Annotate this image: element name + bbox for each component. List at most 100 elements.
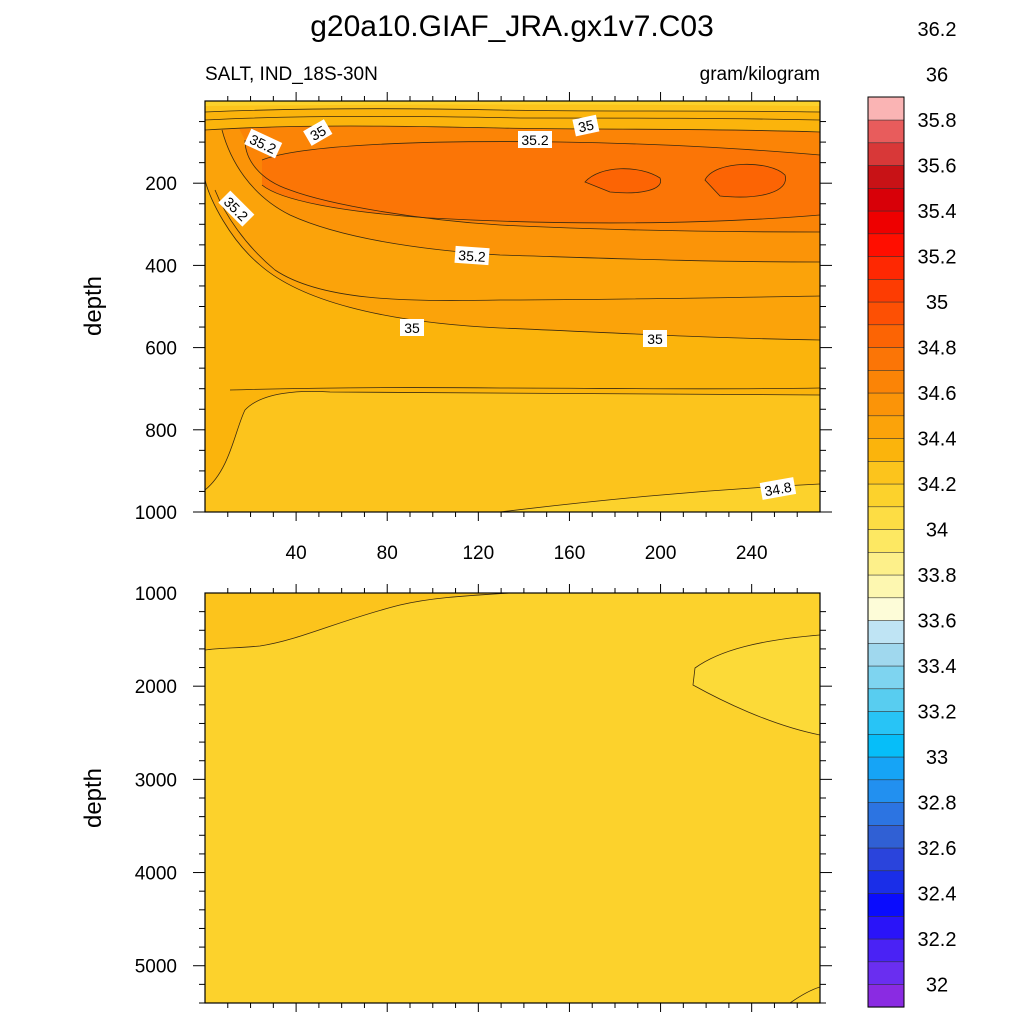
colorbar-swatch [867,278,905,303]
contour-label: 35.2 [454,245,490,266]
colorbar-swatch [867,710,905,735]
colorbar-label: 34.8 [918,337,957,359]
colorbar-swatch [867,437,905,462]
svg-text:35: 35 [307,122,329,144]
upper-contour-lines [205,108,820,512]
y-tick-label: 200 [145,174,177,195]
colorbar-swatch [867,619,905,644]
colorbar-label: 32 [926,974,948,996]
y-tick-label: 3000 [135,770,177,791]
colorbar-swatch [867,801,905,826]
colorbar-swatch [867,392,905,417]
colorbar: 32 32.2 32.4 32.6 32.8 33 33.2 33.4 33.6 33.8 34 34… [867,19,957,1008]
colorbar-label: 36.2 [918,19,957,41]
contour-label: 35 [303,119,333,146]
y-tick-label: 1000 [135,503,177,524]
svg-text:35: 35 [404,320,420,336]
colorbar-label: 32.6 [918,838,957,860]
x-tick-label: 120 [462,543,494,564]
x-tick-label: 80 [377,543,398,564]
colorbar-swatch [867,915,905,940]
colorbar-label: 32.8 [918,792,957,814]
colorbar-swatch [867,733,905,758]
colorbar-swatch [867,460,905,485]
colorbar-frame [867,96,905,1008]
colorbar-swatch [867,187,905,212]
colorbar-label: 35.4 [918,201,957,223]
colorbar-swatch [867,961,905,985]
lower-panel: 1000 2000 3000 4000 5000 [135,584,832,1012]
colorbar-swatch [867,301,905,326]
colorbar-swatch [867,597,905,621]
colorbar-swatch [867,983,905,1008]
x-tick-label: 40 [286,543,307,564]
svg-text:34.8: 34.8 [763,479,793,500]
colorbar-label: 34 [926,519,948,541]
svg-text:35: 35 [577,117,596,136]
colorbar-label: 36 [926,64,948,86]
y-tick-label: 600 [145,339,177,360]
x-tick-label: 160 [554,543,586,564]
svg-text:35.2: 35.2 [521,132,548,148]
colorbar-label: 33.4 [918,656,957,678]
lower-contour-fill [205,593,820,1003]
units-label: gram/kilogram [700,64,820,85]
colorbar-swatch [867,528,905,553]
colorbar-label: 33.6 [918,610,957,632]
colorbar-label: 35 [926,292,948,314]
lower-axes: 1000 2000 3000 4000 5000 [135,584,832,1012]
colorbar-swatch [867,779,905,803]
chart-title: g20a10.GIAF_JRA.gx1v7.C03 [310,10,714,43]
lower-y-axis-label: depth [80,768,107,828]
contour-label: 35 [572,114,600,137]
colorbar-swatch [867,369,905,394]
colorbar-swatch [867,119,905,144]
colorbar-swatch [867,233,905,257]
colorbar-swatch [867,210,905,235]
colorbar-swatch [867,756,905,781]
colorbar-label: 32.4 [918,883,957,905]
colorbar-label: 34.6 [918,383,957,405]
colorbar-label: 33.8 [918,565,957,587]
contour-label: 35.2 [518,131,552,148]
colorbar-label: 34.2 [918,474,957,496]
colorbar-swatch [867,688,905,712]
y-tick-label: 1000 [135,584,177,605]
contour-label: 35 [400,319,424,336]
upper-axes: 40 80 120 160 200 240 200 400 600 800 1000 [135,92,832,564]
colorbar-label: 33.2 [918,701,957,723]
upper-contour-fill [205,101,820,512]
colorbar-swatch [867,415,905,439]
colorbar-label: 35.6 [918,155,957,177]
svg-text:35.2: 35.2 [458,247,487,265]
colorbar-swatch [867,642,905,667]
colorbar-swatch [867,142,905,166]
y-tick-label: 5000 [135,957,177,978]
colorbar-label: 35.8 [918,110,957,132]
y-tick-label: 4000 [135,864,177,885]
colorbar-swatch [867,847,905,872]
upper-y-axis-label: depth [80,276,107,336]
svg-text:35: 35 [647,331,663,347]
upper-panel: 35 35.2 35.2 35 35.2 35.2 [135,92,832,564]
colorbar-swatch [867,255,905,280]
colorbar-swatch [867,938,905,963]
colorbar-swatch [867,346,905,371]
colorbar-label: 35.2 [918,246,957,268]
colorbar-swatch [867,870,905,894]
y-tick-label: 800 [145,421,177,442]
colorbar-swatch [867,324,905,348]
contour-label: 35 [643,330,667,347]
y-tick-label: 2000 [135,677,177,698]
colorbar-swatch [867,551,905,576]
colorbar-swatch [867,665,905,690]
colorbar-swatch [867,483,905,508]
colorbar-swatch [867,892,905,917]
variable-region-label: SALT, IND_18S-30N [205,64,378,85]
colorbar-swatch [867,96,905,121]
lower-contour-lines [205,593,820,1003]
colorbar-swatch [867,164,905,189]
colorbar-label: 34.4 [918,428,957,450]
colorbar-label: 33 [926,747,948,769]
